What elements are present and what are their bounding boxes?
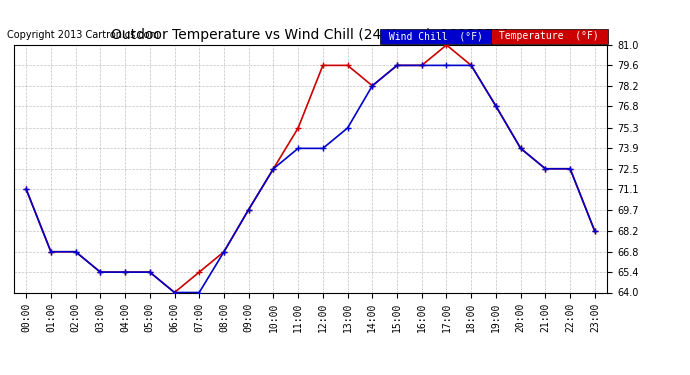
Title: Outdoor Temperature vs Wind Chill (24 Hours)  20130521: Outdoor Temperature vs Wind Chill (24 Ho… xyxy=(111,28,510,42)
Text: Wind Chill  (°F): Wind Chill (°F) xyxy=(383,32,489,41)
Text: Temperature  (°F): Temperature (°F) xyxy=(493,32,605,41)
Text: Copyright 2013 Cartronics.com: Copyright 2013 Cartronics.com xyxy=(7,30,159,39)
